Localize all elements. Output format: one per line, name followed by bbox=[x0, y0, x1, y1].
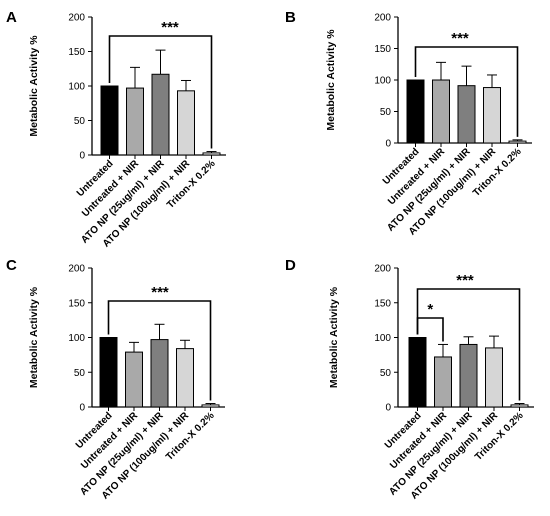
significance-label: *** bbox=[151, 284, 169, 301]
significance-label: *** bbox=[456, 272, 474, 289]
y-tick-label: 100 bbox=[374, 76, 391, 87]
significance-bracket bbox=[107, 300, 212, 401]
bar bbox=[201, 404, 220, 408]
significance-label: *** bbox=[161, 19, 179, 36]
y-tick-label: 200 bbox=[68, 264, 85, 275]
bar bbox=[177, 90, 195, 156]
bar bbox=[432, 79, 450, 144]
y-tick-label: 200 bbox=[374, 264, 391, 275]
bar bbox=[508, 140, 527, 144]
y-tick-label: 0 bbox=[385, 403, 391, 414]
y-tick-label: 200 bbox=[374, 13, 391, 24]
significance-bracket bbox=[414, 46, 519, 137]
y-tick-label: 150 bbox=[374, 44, 391, 55]
y-axis-label: Metabolic Activity % bbox=[28, 286, 40, 388]
bar bbox=[459, 343, 478, 408]
y-tick-label: 100 bbox=[68, 333, 85, 344]
significance-bracket bbox=[416, 288, 521, 401]
bar bbox=[125, 351, 143, 408]
bar bbox=[100, 85, 119, 156]
panel-label: A bbox=[6, 9, 17, 26]
y-tick-label: 0 bbox=[385, 139, 391, 150]
y-axis-label: Metabolic Activity % bbox=[325, 29, 337, 131]
y-tick-label: 0 bbox=[79, 151, 85, 162]
significance-label: *** bbox=[451, 30, 469, 47]
panel-label: D bbox=[285, 257, 296, 274]
bar bbox=[126, 87, 144, 156]
panel-label: C bbox=[6, 257, 17, 274]
bar bbox=[406, 79, 425, 144]
y-tick-label: 200 bbox=[68, 13, 85, 24]
bar bbox=[150, 339, 169, 408]
y-tick-label: 0 bbox=[79, 403, 85, 414]
y-tick-label: 50 bbox=[380, 107, 392, 118]
bar bbox=[176, 348, 194, 408]
y-axis-label: Metabolic Activity % bbox=[328, 286, 340, 388]
y-tick-label: 150 bbox=[68, 298, 85, 309]
bar bbox=[485, 347, 503, 408]
significance-label: * bbox=[427, 301, 433, 318]
significance-bracket bbox=[108, 35, 213, 149]
y-axis-label: Metabolic Activity % bbox=[28, 35, 40, 137]
y-tick-label: 50 bbox=[74, 368, 86, 379]
y-tick-label: 100 bbox=[374, 333, 391, 344]
y-tick-label: 50 bbox=[380, 368, 392, 379]
bar bbox=[457, 85, 476, 144]
bar bbox=[151, 73, 170, 156]
y-tick-label: 150 bbox=[374, 298, 391, 309]
bar bbox=[202, 152, 221, 156]
y-tick-label: 50 bbox=[74, 116, 86, 127]
bar bbox=[408, 337, 427, 408]
y-tick-label: 100 bbox=[68, 82, 85, 93]
y-tick-label: 150 bbox=[68, 47, 85, 58]
bar bbox=[483, 87, 501, 144]
panel-label: B bbox=[285, 9, 296, 26]
bar bbox=[99, 337, 118, 408]
bar bbox=[434, 356, 452, 408]
bar bbox=[510, 404, 529, 408]
